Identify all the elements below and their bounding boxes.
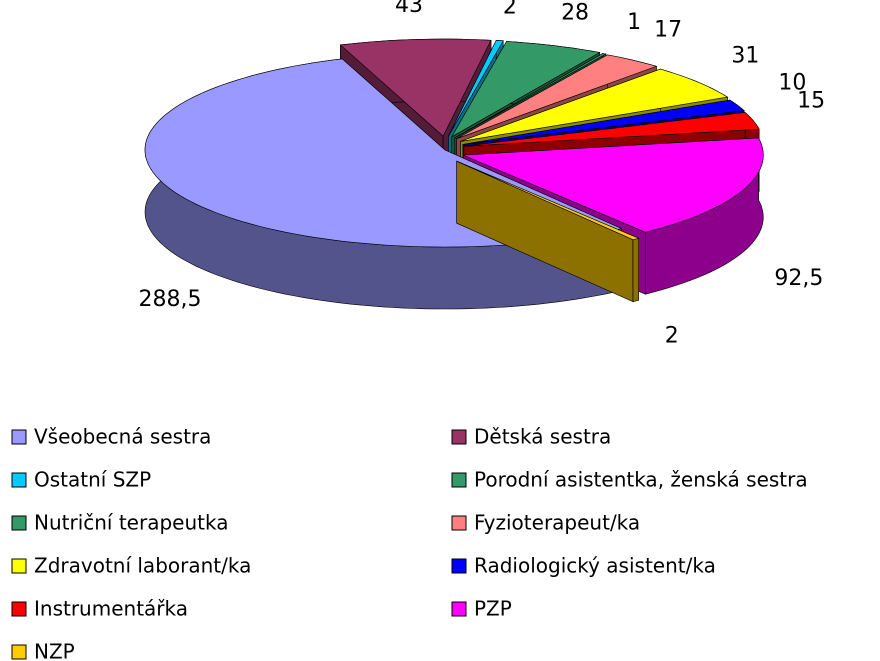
legend-label: Nutriční terapeutka <box>34 511 228 535</box>
legend-swatch <box>11 644 27 660</box>
slice <box>454 53 607 139</box>
data-label: 10 <box>778 70 806 95</box>
legend-swatch <box>11 515 27 531</box>
legend-label: Ostatní SZP <box>34 468 151 492</box>
slice <box>460 68 729 142</box>
slice <box>339 38 492 137</box>
legend-label: Porodní asistentka, ženská sestra <box>474 468 808 492</box>
data-label: 1 <box>627 10 641 35</box>
legend-swatch <box>451 515 467 531</box>
legend-swatch <box>11 601 27 617</box>
data-label: 43 <box>395 0 423 18</box>
legend-swatch <box>11 429 27 445</box>
legend-label: Zdravotní laborant/ka <box>34 554 251 578</box>
slice-side <box>632 237 639 303</box>
slice <box>456 160 640 241</box>
legend-swatch <box>451 601 467 617</box>
data-label: 28 <box>561 0 589 25</box>
data-label: 92,5 <box>774 266 823 291</box>
slice <box>450 41 601 138</box>
legend-swatch <box>451 558 467 574</box>
legend-label: Fyzioterapeut/ka <box>474 511 640 535</box>
legend-label: Instrumentářka <box>34 597 188 621</box>
slice <box>463 112 760 147</box>
legend-label: Radiologický asistent/ka <box>474 554 716 578</box>
data-label: 31 <box>731 43 759 68</box>
legend-swatch <box>11 558 27 574</box>
legend-swatch <box>451 472 467 488</box>
slice <box>448 40 504 137</box>
legend-label: Všeobecná sestra <box>34 425 211 449</box>
slice-group <box>456 160 640 303</box>
legend-swatch <box>451 429 467 445</box>
legend-label: Dětská sestra <box>474 425 611 449</box>
legend-label: NZP <box>34 640 75 661</box>
data-label: 2 <box>503 0 517 20</box>
data-label: 15 <box>797 89 825 114</box>
data-label: 2 <box>665 324 679 349</box>
data-label: 288,5 <box>139 287 202 312</box>
slice <box>463 137 764 233</box>
legend-swatch <box>11 472 27 488</box>
data-label: 17 <box>654 18 682 43</box>
slice <box>456 54 658 139</box>
slice <box>462 99 745 145</box>
legend-label: PZP <box>474 597 512 621</box>
